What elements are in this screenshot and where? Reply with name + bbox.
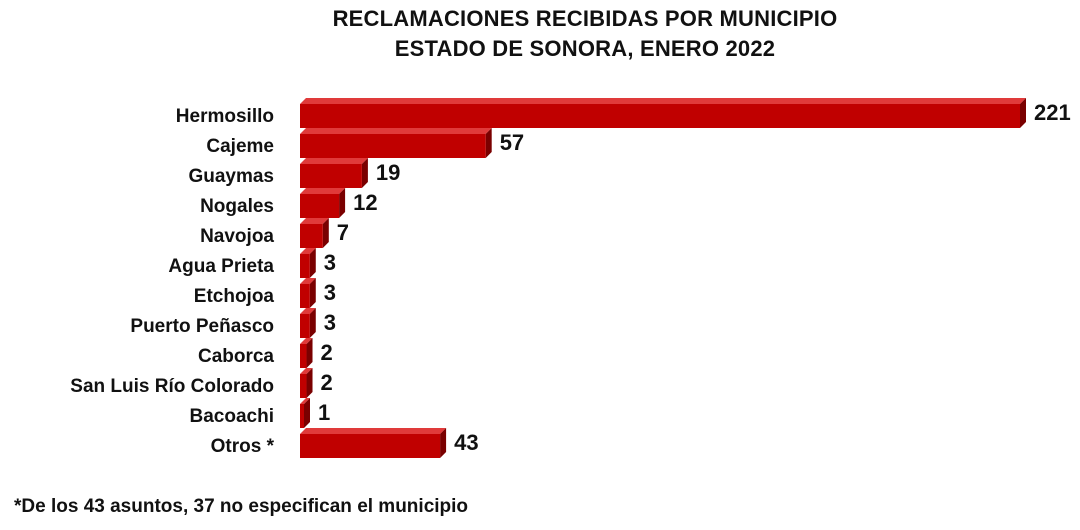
- bar-group: [300, 428, 447, 458]
- bar-group: [300, 278, 316, 308]
- category-label: Caborca: [198, 346, 274, 367]
- bar: [300, 104, 1020, 128]
- bar-top-face: [300, 248, 316, 254]
- bar-top-face: [300, 308, 316, 314]
- bar-group: [300, 218, 329, 248]
- chart-subtitle: ESTADO DE SONORA, ENERO 2022: [394, 36, 776, 61]
- bar-group: [300, 158, 368, 188]
- bar: [300, 254, 310, 278]
- bar: [300, 284, 310, 308]
- bar: [300, 404, 304, 428]
- data-label: 12: [353, 190, 377, 215]
- bar-top-face: [300, 188, 346, 194]
- bar-side-face: [440, 428, 447, 458]
- bar-side-face: [322, 218, 329, 248]
- bar: [300, 374, 307, 398]
- bar-group: [300, 368, 313, 398]
- bar-side-face: [485, 128, 492, 158]
- data-label: 1: [318, 400, 330, 425]
- data-label: 19: [376, 160, 400, 185]
- bar-group: [300, 98, 1026, 128]
- bar-side-face: [339, 188, 346, 218]
- bar-side-face: [306, 338, 313, 368]
- bar-side-face: [309, 308, 316, 338]
- bar: [300, 134, 486, 158]
- bar-group: [300, 398, 310, 428]
- category-label: San Luis Río Colorado: [70, 376, 274, 397]
- bar-side-face: [304, 398, 310, 428]
- bar-top-face: [300, 368, 313, 374]
- bar-top-face: [300, 278, 316, 284]
- bar-top-face: [300, 428, 447, 434]
- bar-group: [300, 338, 313, 368]
- bar-side-face: [306, 368, 313, 398]
- category-label: Hermosillo: [176, 106, 274, 127]
- category-label: Bacoachi: [190, 406, 274, 427]
- bar-side-face: [309, 278, 316, 308]
- category-label: Navojoa: [200, 226, 274, 247]
- chart-title: RECLAMACIONES RECIBIDAS POR MUNICIPIO: [332, 6, 838, 31]
- data-label: 3: [324, 310, 336, 335]
- footnote: *De los 43 asuntos, 37 no especifican el…: [14, 496, 469, 517]
- bar: [300, 314, 310, 338]
- bar: [300, 194, 340, 218]
- bar: [300, 434, 441, 458]
- data-label: 3: [324, 280, 336, 305]
- category-label: Guaymas: [188, 166, 274, 187]
- category-label: Etchojoa: [194, 286, 275, 307]
- bar-group: [300, 188, 346, 218]
- data-label: 2: [321, 370, 333, 395]
- bar-top-face: [300, 158, 368, 164]
- chart-title-block: RECLAMACIONES RECIBIDAS POR MUNICIPIO ES…: [0, 4, 1080, 64]
- bar-top-face: [300, 98, 1026, 104]
- category-label: Otros *: [211, 436, 275, 457]
- data-label: 57: [500, 130, 524, 155]
- data-label: 2: [321, 340, 333, 365]
- bar: [300, 344, 307, 368]
- bar-side-face: [361, 158, 368, 188]
- bar-side-face: [309, 248, 316, 278]
- data-label: 43: [454, 430, 478, 455]
- data-label: 7: [337, 220, 349, 245]
- bar-top-face: [300, 218, 329, 224]
- category-label: Agua Prieta: [168, 256, 274, 277]
- category-label: Cajeme: [206, 136, 274, 157]
- bar-top-face: [300, 128, 492, 134]
- bar: [300, 224, 323, 248]
- category-label: Puerto Peñasco: [130, 316, 274, 337]
- data-label: 3: [324, 250, 336, 275]
- bar-side-face: [1020, 98, 1026, 128]
- bar-group: [300, 128, 492, 158]
- bar-group: [300, 308, 316, 338]
- bar: [300, 164, 362, 188]
- bar-group: [300, 248, 316, 278]
- bar-top-face: [300, 398, 310, 404]
- data-label: 221: [1034, 100, 1071, 125]
- category-label: Nogales: [200, 196, 274, 217]
- bar-top-face: [300, 338, 313, 344]
